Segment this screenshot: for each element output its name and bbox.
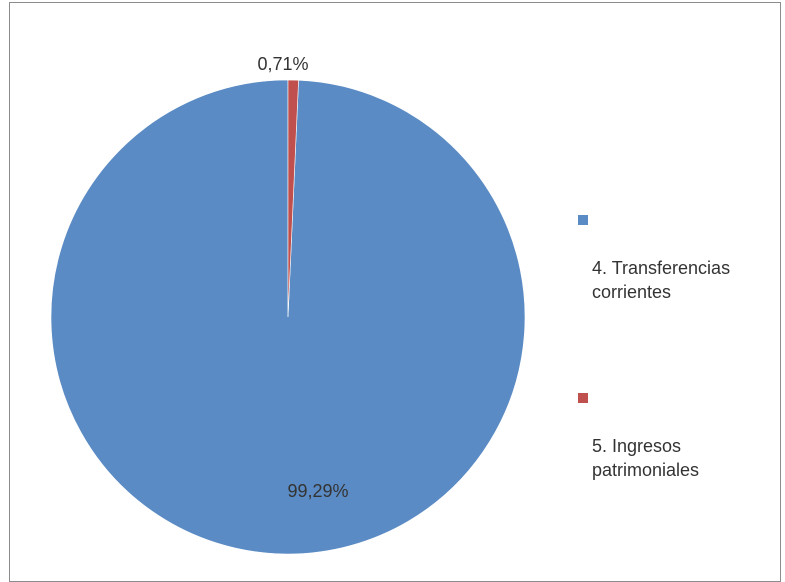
legend: 4. Transferencias corrientes 5. Ingresos…	[578, 208, 778, 482]
slice-ingresos	[287, 79, 299, 318]
data-label-transferencias: 99,29%	[287, 481, 348, 501]
legend-item-ingresos: 5. Ingresos patrimoniales	[578, 386, 778, 482]
legend-label-ingresos: 5. Ingresos patrimoniales	[592, 436, 700, 480]
legend-swatch-ingresos	[578, 393, 588, 403]
legend-item-transferencias: 4. Transferencias corrientes	[578, 208, 778, 304]
legend-label-transferencias: 4. Transferencias corrientes	[592, 258, 731, 302]
legend-swatch-transferencias	[578, 215, 588, 225]
data-label-ingresos: 0,71%	[257, 54, 308, 74]
pie-chart: 99,29% 0,71%	[50, 54, 526, 555]
